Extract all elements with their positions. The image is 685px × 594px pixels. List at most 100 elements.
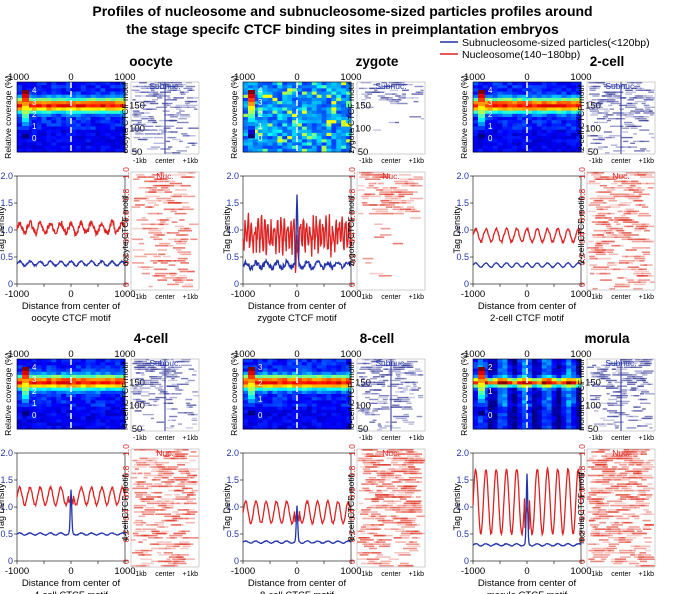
subnuc-dash bbox=[168, 114, 180, 116]
colorbar-cell bbox=[478, 114, 485, 119]
vplot-y-tick-label: 50 bbox=[588, 147, 599, 158]
vplot-cell bbox=[527, 390, 533, 395]
vplot-cell bbox=[346, 368, 352, 373]
nuc-dash bbox=[639, 182, 649, 185]
vplot-cell bbox=[257, 384, 264, 389]
nuc-dash bbox=[608, 204, 624, 206]
vplot-cell bbox=[561, 381, 567, 385]
nuc-dash bbox=[149, 189, 157, 191]
vplot-cell bbox=[272, 145, 278, 150]
nuc-dash bbox=[154, 275, 166, 277]
nuc-dash bbox=[136, 219, 149, 221]
vplot-cell bbox=[262, 384, 269, 389]
vplot-cell bbox=[120, 359, 126, 363]
nuc-dash bbox=[380, 227, 391, 230]
nuc-dash bbox=[610, 187, 627, 189]
vplot-cell bbox=[272, 107, 278, 112]
nuc-dash bbox=[384, 528, 399, 530]
vplot-cell bbox=[311, 129, 318, 134]
vplot-cell bbox=[326, 400, 332, 405]
vplot-cell bbox=[473, 94, 479, 99]
nuc-dash bbox=[166, 272, 178, 275]
vplot-cell bbox=[257, 387, 264, 392]
vplot-cell bbox=[341, 126, 347, 131]
nuc-dash bbox=[396, 504, 405, 507]
vplot-cell bbox=[243, 409, 249, 414]
vplot-y-tick-label: 150 bbox=[585, 100, 601, 111]
subnuc-dash bbox=[170, 116, 178, 118]
vplot-cell bbox=[306, 359, 313, 363]
vplot-cell bbox=[100, 368, 106, 373]
nuc-dash bbox=[360, 174, 376, 176]
vplot-cell bbox=[517, 148, 523, 153]
vplot-cell bbox=[292, 390, 298, 395]
density-x-tick-label: 0 bbox=[294, 289, 299, 300]
subnuc-dash bbox=[404, 362, 412, 365]
vplot-cell bbox=[120, 110, 126, 115]
nuc-dash bbox=[190, 238, 198, 241]
nuc-dash bbox=[173, 517, 178, 520]
nuc-dash bbox=[594, 178, 603, 180]
subnuc-dash bbox=[176, 112, 181, 114]
vplot-cell bbox=[257, 394, 264, 398]
vplot-cell bbox=[36, 123, 43, 128]
vplot-cell bbox=[541, 88, 548, 93]
nuc-dash bbox=[409, 459, 425, 462]
subnuc-dash bbox=[400, 381, 410, 384]
nuc-dash bbox=[142, 227, 158, 230]
vplot-cell bbox=[277, 362, 283, 366]
nuc-dash bbox=[625, 262, 633, 264]
subnuc-dash bbox=[134, 131, 141, 133]
nuc-dash bbox=[184, 227, 189, 230]
vplot-cell bbox=[56, 97, 62, 102]
nuc-dash bbox=[173, 532, 186, 535]
vplot-cell bbox=[36, 387, 43, 392]
vplot-cell bbox=[306, 139, 313, 143]
vplot-cell bbox=[531, 142, 538, 147]
nuc-dash bbox=[408, 524, 420, 526]
vplot-cell bbox=[75, 419, 82, 424]
vplot-cell bbox=[267, 384, 273, 389]
nuc-dash bbox=[368, 476, 377, 479]
vplot-cell bbox=[326, 113, 332, 118]
vplot-cell bbox=[507, 381, 513, 385]
nuc-heatmap bbox=[357, 172, 424, 277]
vplot-cell bbox=[551, 390, 557, 395]
subnuc-dash bbox=[594, 121, 599, 124]
nuc-dash bbox=[599, 279, 613, 281]
nuc-dash bbox=[156, 234, 164, 236]
vplot-cell bbox=[17, 384, 23, 389]
nuc-dash bbox=[410, 217, 421, 219]
vplot-cell bbox=[536, 145, 543, 150]
nuc-dash bbox=[633, 191, 643, 193]
vplot-cell bbox=[331, 378, 337, 382]
vplot-cell bbox=[282, 107, 288, 112]
vplot-cell bbox=[517, 101, 523, 105]
heatmap-right-label: +1kb bbox=[409, 158, 424, 165]
subnuc-heatmap bbox=[587, 82, 655, 154]
nuc-dash bbox=[173, 489, 184, 492]
vplot-cell bbox=[482, 88, 489, 93]
subnuc-dash bbox=[358, 376, 363, 378]
subnuc-dash bbox=[192, 391, 198, 393]
nuc-dash bbox=[382, 521, 393, 524]
subnuc-dash bbox=[627, 146, 638, 148]
vplot-cell bbox=[482, 94, 489, 99]
density-left-tick-label: 2.0 bbox=[0, 448, 13, 458]
nuc-dash bbox=[381, 202, 396, 204]
vplot-cell bbox=[257, 117, 264, 121]
subnuc-dash bbox=[163, 402, 174, 404]
heatmap-left-label: -1kb bbox=[589, 158, 603, 165]
nuc-dash bbox=[165, 244, 174, 247]
nuc-dash bbox=[186, 279, 193, 281]
nuc-dash bbox=[132, 459, 138, 462]
vplot-cell bbox=[331, 422, 337, 427]
nuc-dash bbox=[160, 509, 167, 511]
nuc-dash bbox=[616, 223, 621, 226]
vplot-cell bbox=[316, 97, 323, 102]
nuc-dash bbox=[402, 449, 414, 451]
vplot-cell bbox=[341, 397, 347, 401]
vplot-cell bbox=[576, 142, 582, 147]
vplot-cell bbox=[272, 139, 278, 143]
nuc-dash bbox=[619, 262, 629, 264]
